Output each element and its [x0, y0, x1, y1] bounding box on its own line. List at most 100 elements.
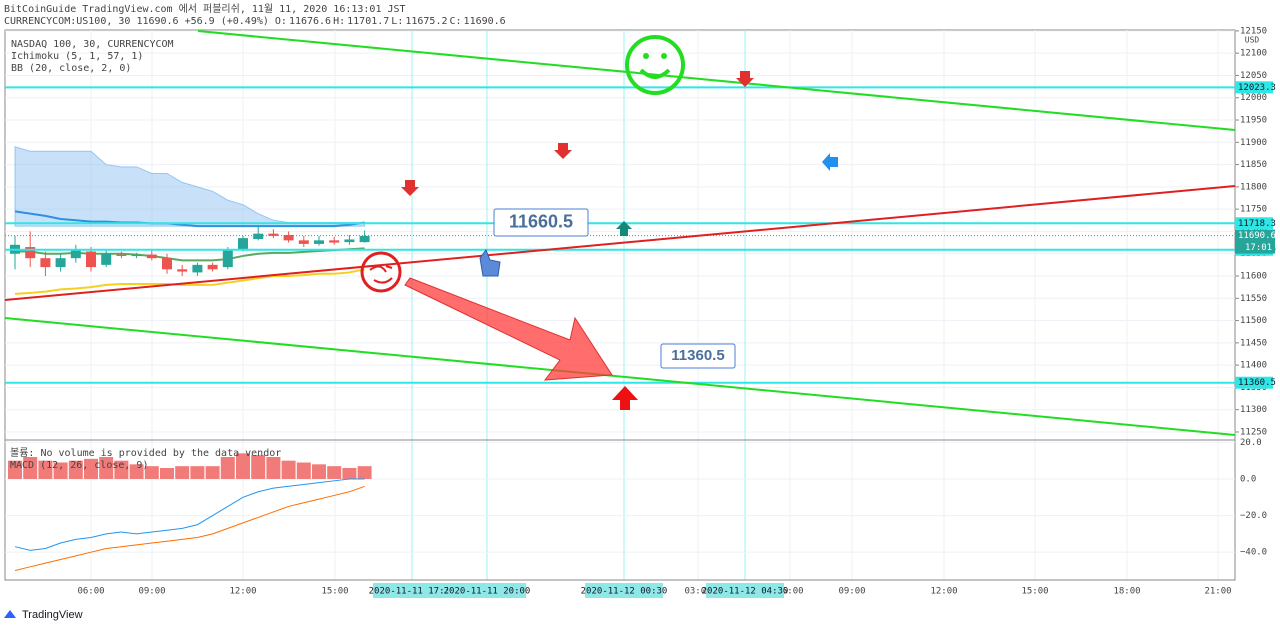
x-tick-label: 06:00 — [77, 587, 104, 597]
histogram-bar — [205, 466, 220, 479]
candle-body — [192, 264, 203, 273]
y-tick-label: 11950 — [1240, 116, 1267, 126]
candle-body — [238, 238, 248, 250]
x-tick-label: 06:00 — [776, 587, 803, 597]
date-marker: 2020-11-11 20:00 — [444, 587, 531, 597]
date-marker-bg — [448, 583, 526, 598]
candle-body — [344, 239, 355, 243]
histogram-bar — [236, 453, 250, 479]
histogram-bar — [251, 455, 266, 479]
histogram-bar — [114, 460, 129, 479]
candle-body — [70, 249, 81, 259]
y-tick-label: 12100 — [1240, 49, 1267, 59]
candle-body — [298, 240, 309, 244]
candle-body — [314, 240, 324, 244]
unit-label: USD — [1245, 36, 1260, 45]
y-tick-label: 11850 — [1240, 160, 1267, 170]
y-tick-label: 11500 — [1240, 316, 1267, 326]
callout-box — [493, 208, 589, 237]
trendline — [4, 317, 1236, 436]
smiley-eye — [643, 53, 649, 59]
histogram-bar — [327, 466, 342, 479]
candle-body — [86, 251, 96, 268]
histogram-bar — [68, 460, 83, 479]
candle-body — [116, 254, 127, 256]
trendline — [4, 185, 1236, 301]
candle-body — [329, 240, 340, 243]
header-item: 11690.6 — [464, 16, 506, 27]
price-label-bg — [1235, 376, 1273, 389]
header-item: 11676.6 — [289, 16, 331, 27]
histogram-bar — [190, 466, 205, 479]
candle-body — [283, 235, 294, 241]
histogram-bar — [342, 468, 357, 479]
candle-body — [101, 253, 112, 265]
x-tick-label: 18:00 — [1113, 587, 1140, 597]
histogram-bar — [175, 466, 190, 479]
date-marker-bg — [585, 583, 663, 598]
x-tick-label: 15:00 — [1021, 587, 1048, 597]
candle-body — [359, 235, 370, 243]
candle-body — [253, 233, 264, 240]
y-tick-label: 11550 — [1240, 294, 1267, 304]
y-tick-label: 20.0 — [1240, 438, 1262, 448]
up-arrow — [616, 221, 632, 236]
sad-face-mark — [369, 265, 393, 284]
header-item: L: — [391, 16, 403, 27]
macd-line — [14, 478, 365, 551]
left-arrow — [822, 153, 838, 171]
candle-body — [207, 264, 218, 270]
histogram-bar — [357, 466, 372, 479]
sad-face — [360, 251, 402, 293]
histogram-bar — [220, 457, 235, 479]
candle-body — [55, 258, 66, 268]
price-label-bg — [1235, 81, 1273, 94]
date-marker: 2020-11-12 00:30 — [581, 587, 668, 597]
candle-body — [40, 258, 51, 268]
y-tick-label: 11400 — [1240, 361, 1267, 371]
y-tick-label: −20.0 — [1240, 511, 1267, 521]
y-tick-label: 11450 — [1240, 338, 1267, 348]
indicator-title: MACD (12, 26, close, 9) — [10, 460, 148, 471]
histogram-bar — [23, 457, 38, 479]
header-item: 11675.2 — [405, 16, 447, 27]
date-marker-bg — [373, 583, 451, 598]
header-title: BitCoinGuide TradingView.com 에서 퍼블리쉬, 11… — [4, 3, 406, 15]
histogram-bar — [281, 460, 296, 479]
down-arrow — [736, 71, 754, 87]
y-tick-label: 11900 — [1240, 138, 1267, 148]
legend-item: NASDAQ 100, 30, CURRENCYCOM — [11, 39, 174, 50]
smiley-mouth — [639, 68, 671, 79]
histogram-bar — [296, 462, 311, 479]
price-label-bg — [1235, 229, 1275, 254]
countdown: 17:01 — [1245, 243, 1272, 253]
price-label-bg — [1235, 217, 1273, 230]
header-item: H: — [333, 16, 345, 27]
histogram-bar — [266, 457, 281, 479]
histogram-bar — [99, 457, 114, 479]
y-tick-label: 0.0 — [1240, 474, 1256, 484]
indicator-line — [14, 268, 365, 295]
header-item: C: — [450, 16, 462, 27]
footer: TradingView — [22, 609, 83, 621]
candle-body — [25, 247, 36, 259]
date-marker: 2020-11-12 04:30 — [702, 587, 789, 597]
header-item: 11701.7 — [347, 16, 389, 27]
legend-item: BB (20, close, 2, 0) — [11, 63, 131, 74]
up-arrow — [612, 386, 638, 410]
big-arrow — [404, 277, 613, 381]
smiley-eye — [661, 53, 667, 59]
histogram-bar — [312, 464, 326, 479]
x-tick-label: 21:00 — [1204, 587, 1231, 597]
front-layer: CURRENCYCOM:US100, 30 11690.6 +56.9 (+0.49… — [4, 16, 1276, 598]
header-item: +56.9 (+0.49%) — [185, 16, 269, 27]
histogram-bar — [160, 468, 174, 479]
date-marker: 2020-11-11 17:30 — [369, 587, 456, 597]
histogram-bar — [8, 460, 22, 479]
callout-text: 11360.5 — [671, 347, 724, 364]
price-label: 11718.3 — [1238, 219, 1276, 229]
y-tick-label: 12150 — [1240, 26, 1267, 36]
y-tick-label: 11750 — [1240, 205, 1267, 215]
